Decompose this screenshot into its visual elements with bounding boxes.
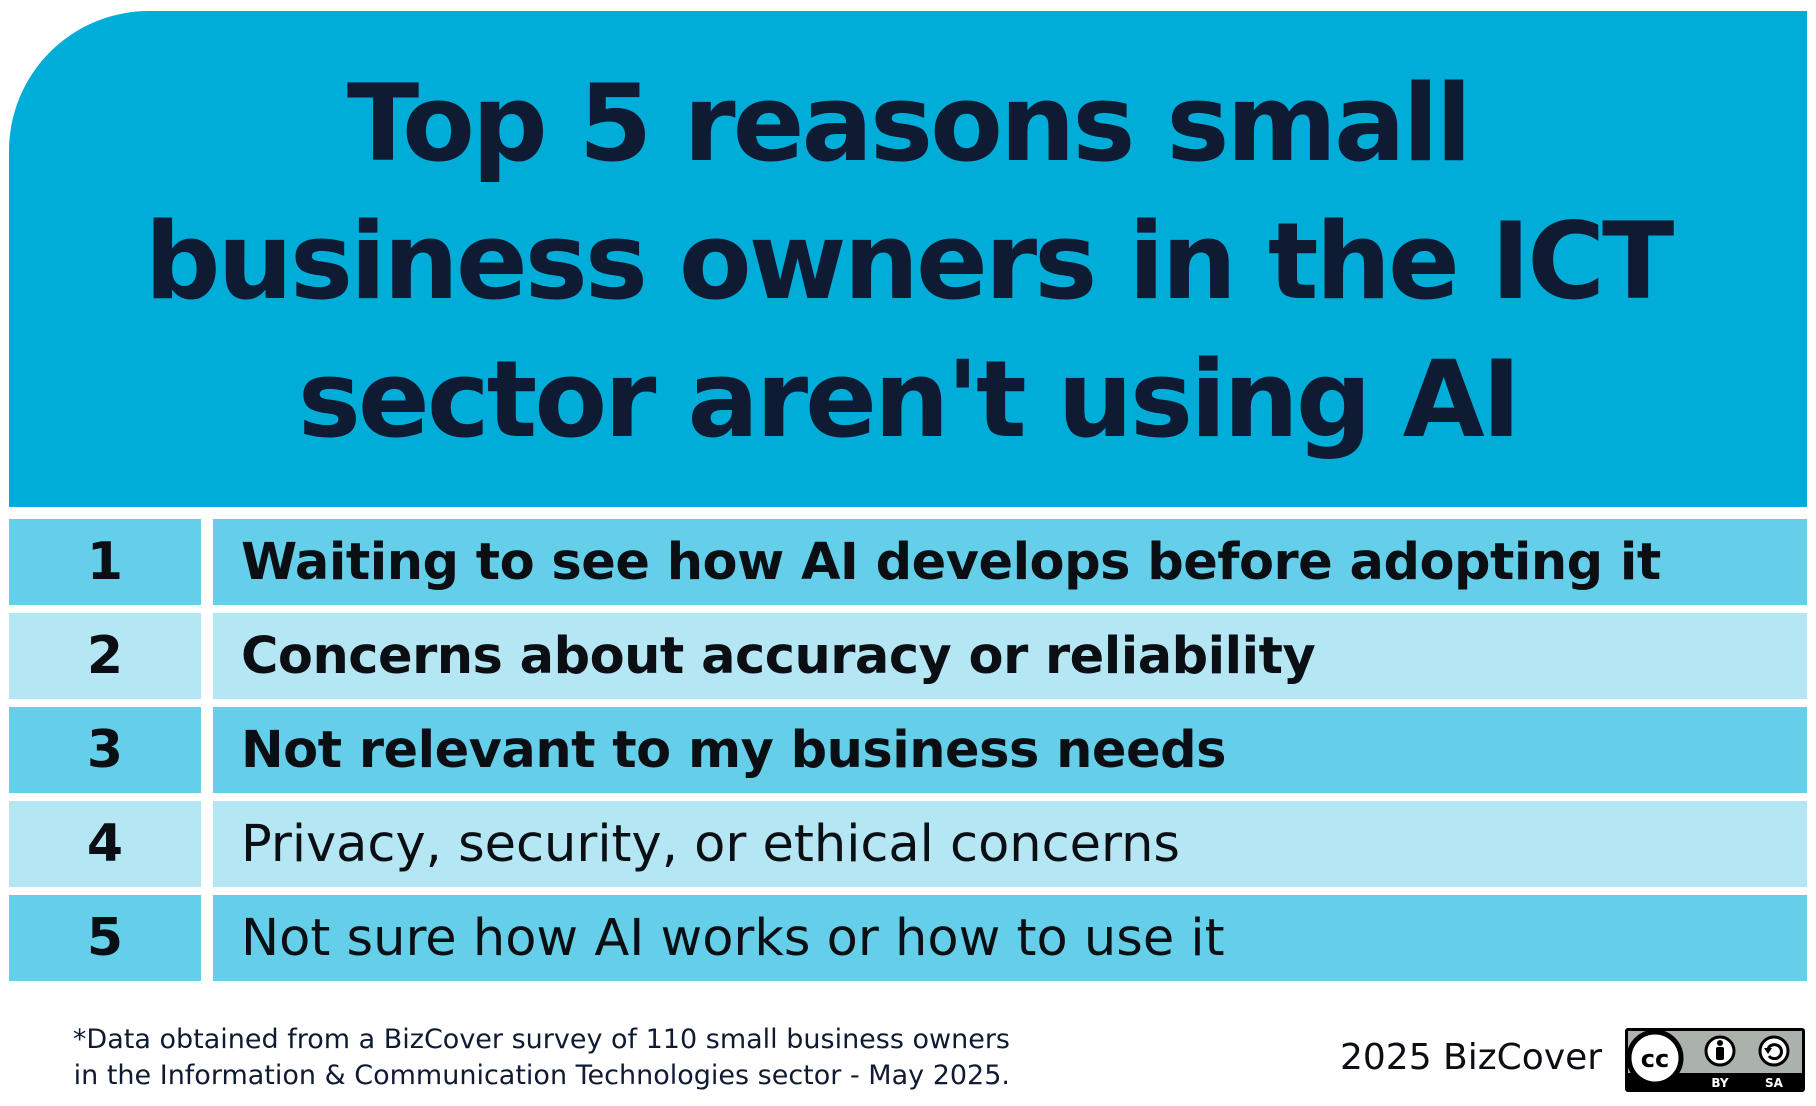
table-row: 3 Not relevant to my business needs: [9, 707, 1807, 793]
table-row: 4 Privacy, security, or ethical concerns: [9, 801, 1807, 887]
source-footnote: *Data obtained from a BizCover survey of…: [20, 1022, 1010, 1094]
reason-cell: Not sure how AI works or how to use it: [213, 895, 1807, 981]
rank-cell: 2: [9, 613, 201, 699]
reason-cell: Privacy, security, or ethical concerns: [213, 801, 1807, 887]
sa-label: SA: [1765, 1076, 1784, 1090]
table-row: 1 Waiting to see how AI develops before …: [9, 519, 1807, 605]
rank-cell: 1: [9, 519, 201, 605]
rank-cell: 5: [9, 895, 201, 981]
table-row: 5 Not sure how AI works or how to use it: [9, 895, 1807, 981]
rank-cell: 3: [9, 707, 201, 793]
sa-share-alike-icon: [1758, 1035, 1790, 1067]
reasons-table: 1 Waiting to see how AI develops before …: [9, 519, 1807, 989]
by-label: BY: [1711, 1076, 1728, 1090]
chart-title: Top 5 reasons small business owners in t…: [144, 62, 1675, 461]
table-row: 2 Concerns about accuracy or reliability: [9, 613, 1807, 699]
creative-commons-license-icon: cc BY SA: [1625, 1028, 1805, 1092]
footnote-line-2: in the Information & Communication Techn…: [73, 1060, 1010, 1091]
footnote-line-1: *Data obtained from a BizCover survey of…: [72, 1024, 1010, 1055]
reason-cell: Concerns about accuracy or reliability: [213, 613, 1807, 699]
by-attribution-icon: [1704, 1035, 1736, 1067]
title-banner: Top 5 reasons small business owners in t…: [9, 11, 1807, 507]
reason-cell: Not relevant to my business needs: [213, 707, 1807, 793]
svg-text:cc: cc: [1641, 1045, 1669, 1073]
copyright-notice: 2025 BizCover: [1340, 1037, 1603, 1078]
rank-cell: 4: [9, 801, 201, 887]
reason-cell: Waiting to see how AI develops before ad…: [213, 519, 1807, 605]
